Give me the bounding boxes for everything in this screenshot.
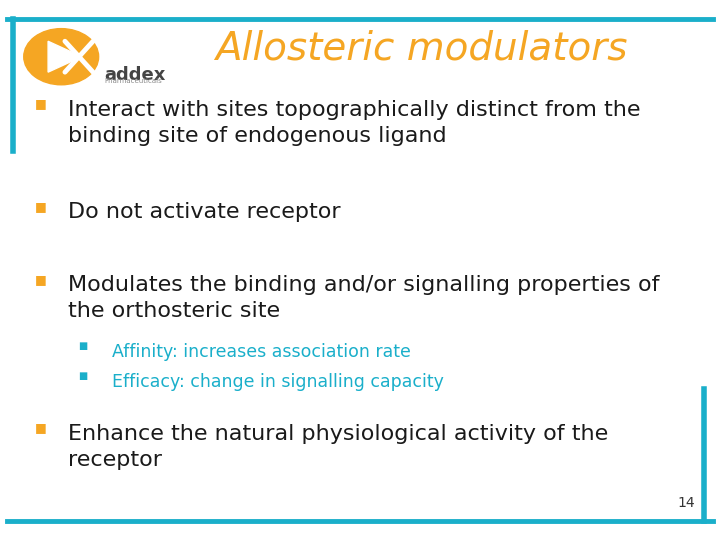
Text: Do not activate receptor: Do not activate receptor [68, 202, 341, 222]
Text: addex: addex [104, 66, 166, 84]
Text: Modulates the binding and/or signalling properties of
the orthosteric site: Modulates the binding and/or signalling … [68, 275, 660, 321]
Text: ■: ■ [35, 273, 46, 286]
Text: ■: ■ [35, 421, 46, 434]
Text: Allosteric modulators: Allosteric modulators [215, 30, 627, 68]
Text: ■: ■ [78, 341, 87, 352]
Text: ■: ■ [78, 371, 87, 381]
Text: ■: ■ [35, 97, 46, 110]
Text: Enhance the natural physiological activity of the
receptor: Enhance the natural physiological activi… [68, 424, 608, 469]
Text: Efficacy: change in signalling capacity: Efficacy: change in signalling capacity [112, 373, 444, 390]
Text: Interact with sites topographically distinct from the
binding site of endogenous: Interact with sites topographically dist… [68, 100, 641, 145]
Text: 14: 14 [678, 496, 695, 510]
Text: Affinity: increases association rate: Affinity: increases association rate [112, 343, 410, 361]
Circle shape [24, 29, 99, 85]
Text: ■: ■ [35, 200, 46, 213]
Text: Pharmaceuticals: Pharmaceuticals [104, 78, 162, 84]
Polygon shape [48, 41, 82, 72]
